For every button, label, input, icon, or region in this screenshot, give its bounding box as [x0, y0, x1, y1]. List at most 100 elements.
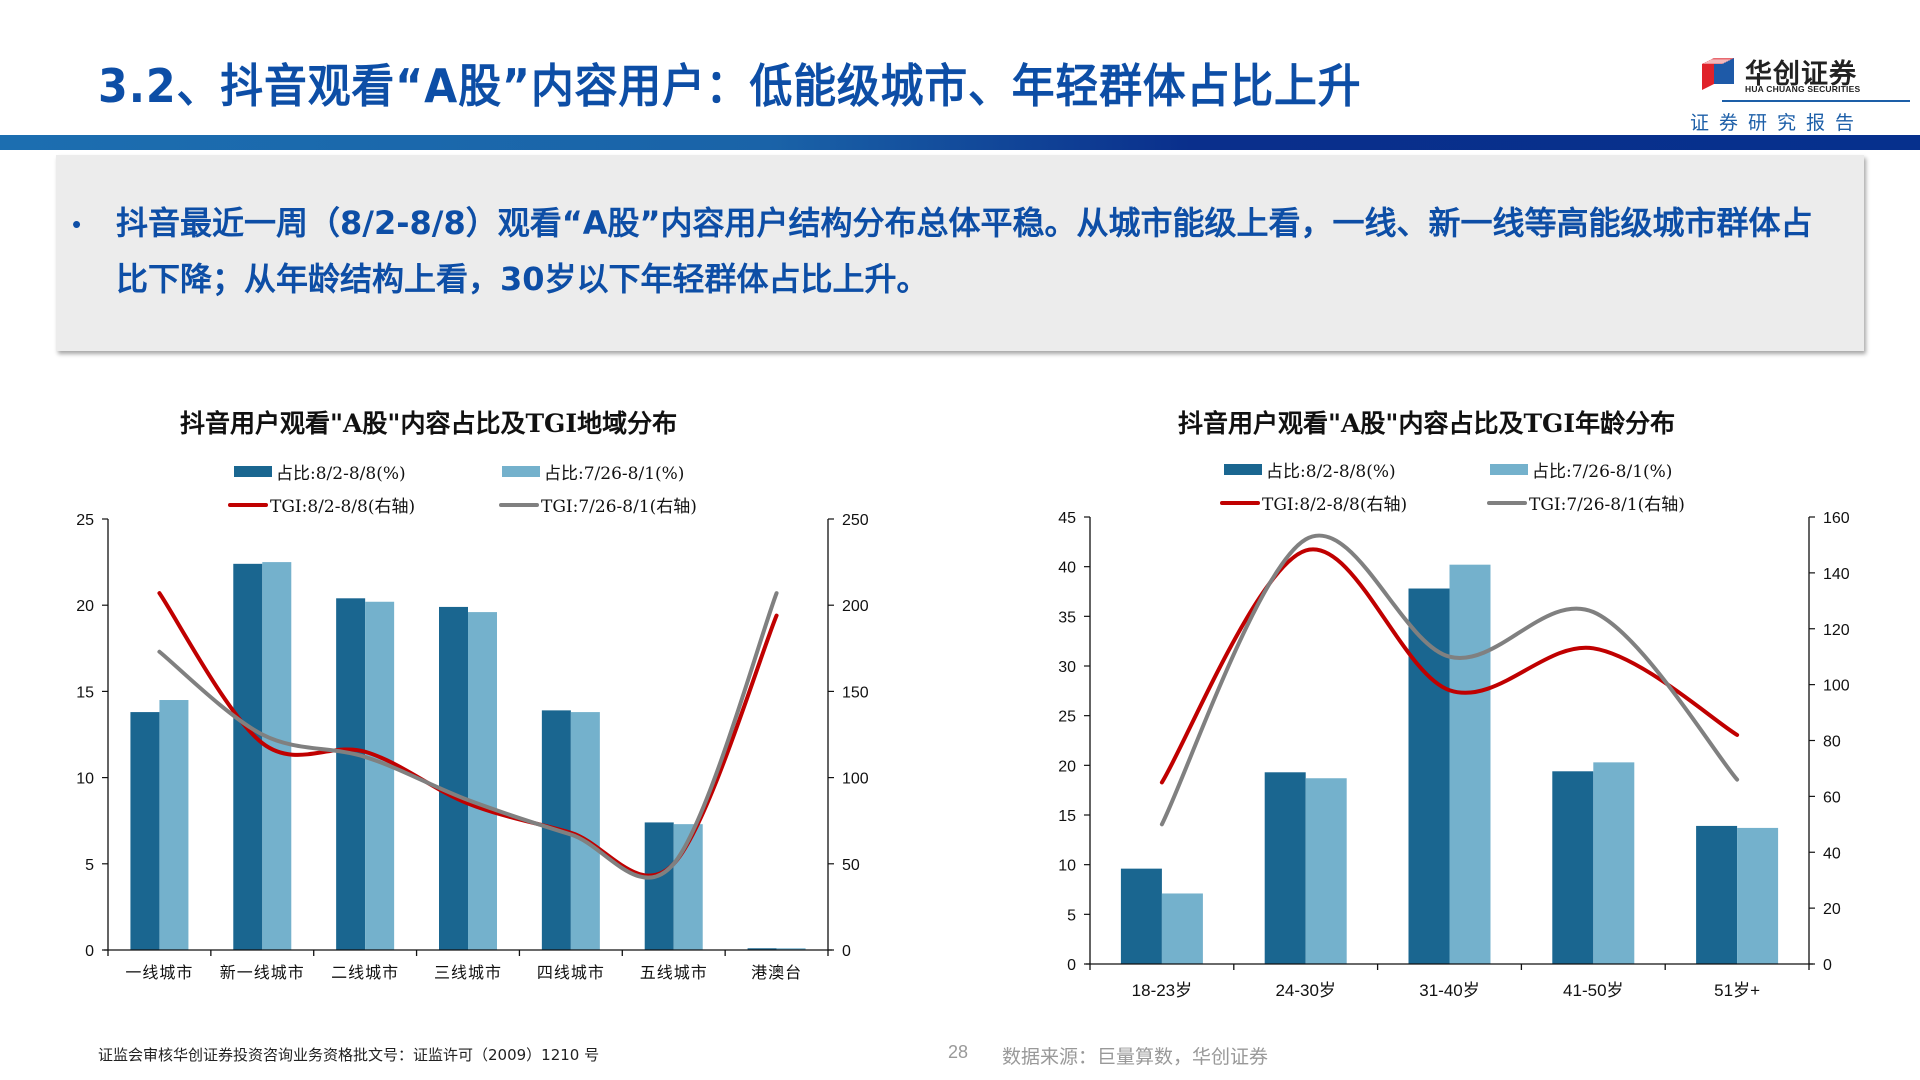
legend-line-previous: TGI:7/26-8/1(右轴) — [499, 492, 697, 517]
y-tick-left: 45 — [1058, 510, 1076, 527]
company-logo: 华创证券 HUA CHUANG SECURITIES — [1660, 42, 1900, 132]
y-tick-left: 10 — [1058, 858, 1076, 875]
x-tick-label: 51岁+ — [1714, 981, 1760, 1000]
y-tick-right: 20 — [1823, 901, 1841, 918]
tgi-line-previous — [1159, 533, 1740, 827]
legend-bar-previous: 占比:7/26-8/1(%) — [1490, 457, 1672, 482]
y-tick-left: 0 — [1067, 957, 1076, 974]
legend-swatch — [228, 502, 268, 507]
legend-line-current: TGI:8/2-8/8(右轴) — [1220, 490, 1407, 515]
legend-label: 占比:7/26-8/1(%) — [544, 464, 685, 484]
y-tick-right: 80 — [1823, 734, 1841, 751]
y-tick-right: 100 — [1823, 678, 1850, 695]
legend-line-current: TGI:8/2-8/8(右轴) — [228, 492, 415, 517]
y-tick-right: 40 — [1823, 845, 1841, 862]
y-tick-left: 5 — [1067, 907, 1076, 924]
bar — [1449, 564, 1491, 964]
bar — [439, 606, 468, 950]
bar — [1305, 778, 1347, 964]
bar — [336, 598, 366, 950]
y-tick-right: 50 — [842, 857, 860, 874]
bar — [570, 712, 600, 950]
x-tick-label: 24-30岁 — [1275, 981, 1335, 1000]
y-tick-left: 15 — [1058, 808, 1076, 825]
y-tick-left: 30 — [1058, 659, 1076, 676]
y-tick-left: 25 — [1058, 709, 1076, 726]
y-tick-left: 20 — [76, 598, 94, 615]
legend-swatch — [502, 466, 540, 477]
bar — [1593, 762, 1635, 964]
summary-text: 抖音最近一周（8/2-8/8）观看“A股”内容用户结构分布总体平稳。从城市能级上… — [116, 204, 1813, 298]
page-number: 28 — [948, 1042, 969, 1062]
y-tick-right: 0 — [842, 943, 851, 960]
logo-chinese-name: 华创证券 — [1745, 59, 1857, 90]
y-tick-left: 0 — [85, 943, 94, 960]
y-tick-right: 150 — [842, 684, 869, 701]
data-source: 数据来源：巨量算数，华创证券 — [1002, 1046, 1269, 1068]
license-note: 证监会审核华创证券投资咨询业务资格批文号：证监许可（2009）1210 号 — [98, 1046, 600, 1064]
bullet-icon: • — [72, 209, 82, 239]
legend-label: TGI:7/26-8/1(右轴) — [541, 497, 697, 517]
x-tick-label: 41-50岁 — [1563, 981, 1623, 1000]
x-tick-label: 二线城市 — [331, 963, 399, 982]
logo-english-name: HUA CHUANG SECURITIES — [1745, 84, 1861, 94]
legend-label: 占比:7/26-8/1(%) — [1532, 462, 1673, 482]
report-type-label: 证券研究报告 — [1690, 112, 1865, 134]
logo-divider — [1722, 100, 1910, 102]
bar — [262, 562, 292, 950]
y-tick-right: 100 — [842, 771, 869, 788]
y-tick-right: 60 — [1823, 789, 1841, 806]
x-tick-label: 五线城市 — [640, 963, 708, 982]
x-tick-label: 三线城市 — [434, 963, 502, 982]
y-tick-left: 15 — [76, 684, 94, 701]
legend-bar-current: 占比:8/2-8/8(%) — [234, 459, 406, 484]
bar — [365, 601, 395, 950]
x-tick-label: 四线城市 — [537, 963, 605, 982]
y-tick-right: 140 — [1823, 566, 1850, 583]
chart-age-plot: 0 5 10 15 20 25 30 35 40 45 0 20 40 60 80 100 120 140 160 1… — [1058, 510, 1850, 1000]
y-tick-right: 160 — [1823, 510, 1850, 527]
legend-label: 占比:8/2-8/8(%) — [1266, 462, 1396, 482]
bar — [1696, 825, 1738, 964]
x-tick-label: 18-23岁 — [1132, 981, 1192, 1000]
bar — [130, 712, 160, 950]
y-tick-left: 5 — [85, 857, 94, 874]
y-tick-right: 250 — [842, 512, 869, 529]
bar — [1264, 772, 1306, 964]
legend-label: 占比:8/2-8/8(%) — [276, 464, 406, 484]
y-tick-left: 20 — [1058, 758, 1076, 775]
legend-bar-current: 占比:8/2-8/8(%) — [1224, 457, 1396, 482]
bar — [1120, 868, 1162, 964]
legend-label: TGI:8/2-8/8(右轴) — [1262, 495, 1408, 515]
bar — [776, 948, 806, 950]
legend-label: TGI:7/26-8/1(右轴) — [1529, 495, 1685, 515]
bar — [159, 700, 189, 950]
legend-swatch — [1487, 500, 1527, 505]
logo-cube-icon — [1702, 58, 1734, 90]
bar — [1161, 893, 1203, 964]
x-tick-label: 31-40岁 — [1419, 981, 1479, 1000]
legend-swatch — [1490, 464, 1528, 475]
y-tick-right: 0 — [1823, 957, 1832, 974]
bar — [233, 563, 263, 950]
legend-label: TGI:8/2-8/8(右轴) — [270, 497, 416, 517]
chart-title-region: 抖音用户观看"A股"内容占比及TGI地域分布 — [180, 409, 678, 438]
header-band — [0, 135, 1920, 150]
legend-swatch — [1220, 500, 1260, 505]
bar — [1408, 588, 1450, 964]
legend-swatch — [1224, 464, 1262, 475]
x-tick-label: 新一线城市 — [220, 963, 305, 982]
y-tick-left: 35 — [1058, 609, 1076, 626]
bar — [1737, 827, 1779, 964]
tgi-line-previous — [157, 591, 779, 880]
legend-swatch — [499, 502, 539, 507]
y-tick-right: 120 — [1823, 622, 1850, 639]
bar — [747, 948, 777, 950]
chart-title-age: 抖音用户观看"A股"内容占比及TGI年龄分布 — [1178, 409, 1676, 438]
x-tick-label: 港澳台 — [751, 963, 802, 982]
bar — [644, 822, 674, 950]
legend-line-previous: TGI:7/26-8/1(右轴) — [1487, 490, 1685, 515]
legend-swatch — [234, 466, 272, 477]
